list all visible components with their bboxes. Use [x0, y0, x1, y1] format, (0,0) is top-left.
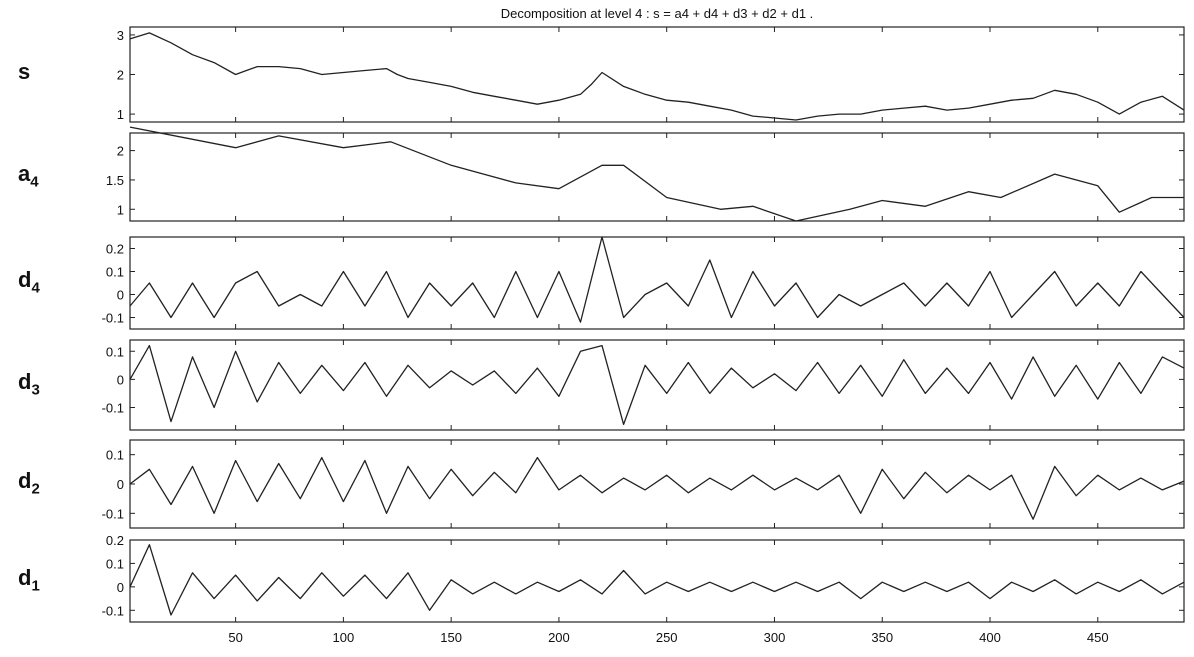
y-tick-label-d1: 0.1 [106, 556, 124, 571]
y-tick-label-d3: 0.1 [106, 344, 124, 359]
series-line-a4 [129, 126, 1184, 222]
y-tick-label-a4: 2 [117, 144, 124, 159]
y-tick-label-d4: 0 [117, 288, 124, 303]
panel-label-subscript: 3 [31, 381, 40, 399]
panel-label-base: d [18, 468, 32, 493]
series-line-s [129, 32, 1185, 121]
axes-box-d2 [129, 439, 1185, 529]
axes-box-s [129, 26, 1185, 123]
panel-label-d2: d2 [18, 468, 78, 497]
x-tick-label: 450 [1087, 630, 1109, 645]
series-line-d1 [129, 544, 1185, 616]
panel-label-base: d [18, 369, 32, 394]
panel-label-s: s [18, 59, 78, 85]
panel-label-d3: d3 [18, 369, 78, 398]
panel-label-base: d [18, 565, 32, 590]
chart-title: Decomposition at level 4 : s = a4 + d4 +… [500, 6, 814, 21]
y-tick-label-d4: -0.1 [102, 311, 124, 326]
x-tick-label: 300 [764, 630, 786, 645]
y-tick-label-d2: -0.1 [102, 506, 124, 521]
y-tick-label-s: 2 [117, 68, 124, 83]
panel-s: 1 2 3 [117, 26, 1185, 123]
panel-label-subscript: 1 [31, 577, 40, 595]
panel-label-a4: a4 [18, 161, 78, 190]
panel-a4: 11.52 [106, 126, 1185, 222]
axes-box-d4 [129, 236, 1185, 330]
series-line-d3 [129, 344, 1185, 426]
x-tick-label: 250 [656, 630, 678, 645]
y-tick-label-d1: 0 [117, 580, 124, 595]
axes-box-a4 [129, 132, 1185, 222]
y-tick-label-s: 1 [117, 107, 124, 122]
panel-label-d1: d1 [18, 565, 78, 594]
x-tick-label: 50 [228, 630, 242, 645]
panel-label-subscript: 4 [30, 173, 39, 191]
y-tick-label-d2: 0 [117, 477, 124, 492]
y-tick-label-d4: 0.2 [106, 242, 124, 257]
x-tick-label: 100 [333, 630, 355, 645]
axes-box-d1 [129, 539, 1185, 623]
y-tick-label-d3: -0.1 [102, 401, 124, 416]
panel-d3: -0.1 0 0.1 [102, 339, 1185, 431]
panel-label-base: s [18, 58, 31, 84]
y-tick-label-d1: 0.2 [106, 533, 124, 548]
panel-label-d4: d4 [18, 267, 78, 296]
y-tick-label-a4: 1.5 [106, 173, 124, 188]
panel-d2: -0.1 0 0.1 [102, 439, 1185, 529]
x-tick-label: 150 [440, 630, 462, 645]
y-tick-label-d2: 0.1 [106, 448, 124, 463]
panel-label-subscript: 4 [31, 279, 40, 297]
x-tick-label: 400 [979, 630, 1001, 645]
y-tick-label-d4: 0.1 [106, 265, 124, 280]
axes-box-d3 [129, 339, 1185, 431]
x-tick-label: 200 [548, 630, 570, 645]
panel-d4: -0.1 0 0.1 0.2 [102, 236, 1185, 330]
series-line-d4 [129, 236, 1185, 323]
series-line-d2 [129, 456, 1185, 520]
y-tick-label-s: 3 [117, 28, 124, 43]
y-tick-label-d1: -0.1 [102, 603, 124, 618]
x-tick-label: 350 [871, 630, 893, 645]
panel-label-subscript: 2 [31, 480, 40, 498]
y-tick-label-d3: 0 [117, 372, 124, 387]
panel-label-base: a [18, 161, 31, 186]
panel-label-base: d [18, 267, 32, 292]
panel-d1: -0.1 0 0.1 0.2 [102, 533, 1185, 623]
y-tick-label-a4: 1 [117, 202, 124, 217]
